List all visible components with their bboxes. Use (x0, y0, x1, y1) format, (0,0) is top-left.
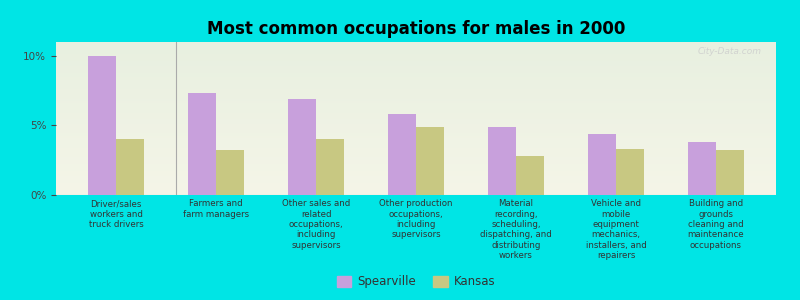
Bar (488, 127, 516, 195)
Bar (216, 151, 244, 195)
Legend: Spearville, Kansas: Spearville, Kansas (332, 271, 500, 293)
Bar (688, 142, 716, 195)
Bar (288, 99, 316, 195)
Text: City-Data.com: City-Data.com (698, 46, 762, 56)
Bar (188, 94, 216, 195)
Bar (716, 151, 744, 195)
Bar (588, 134, 616, 195)
Bar (316, 140, 344, 195)
Bar (88, 56, 116, 195)
Bar (416, 127, 444, 195)
Bar (516, 156, 544, 195)
Title: Most common occupations for males in 2000: Most common occupations for males in 200… (207, 20, 625, 38)
Bar (388, 114, 416, 195)
Bar (616, 149, 644, 195)
Bar (116, 140, 144, 195)
